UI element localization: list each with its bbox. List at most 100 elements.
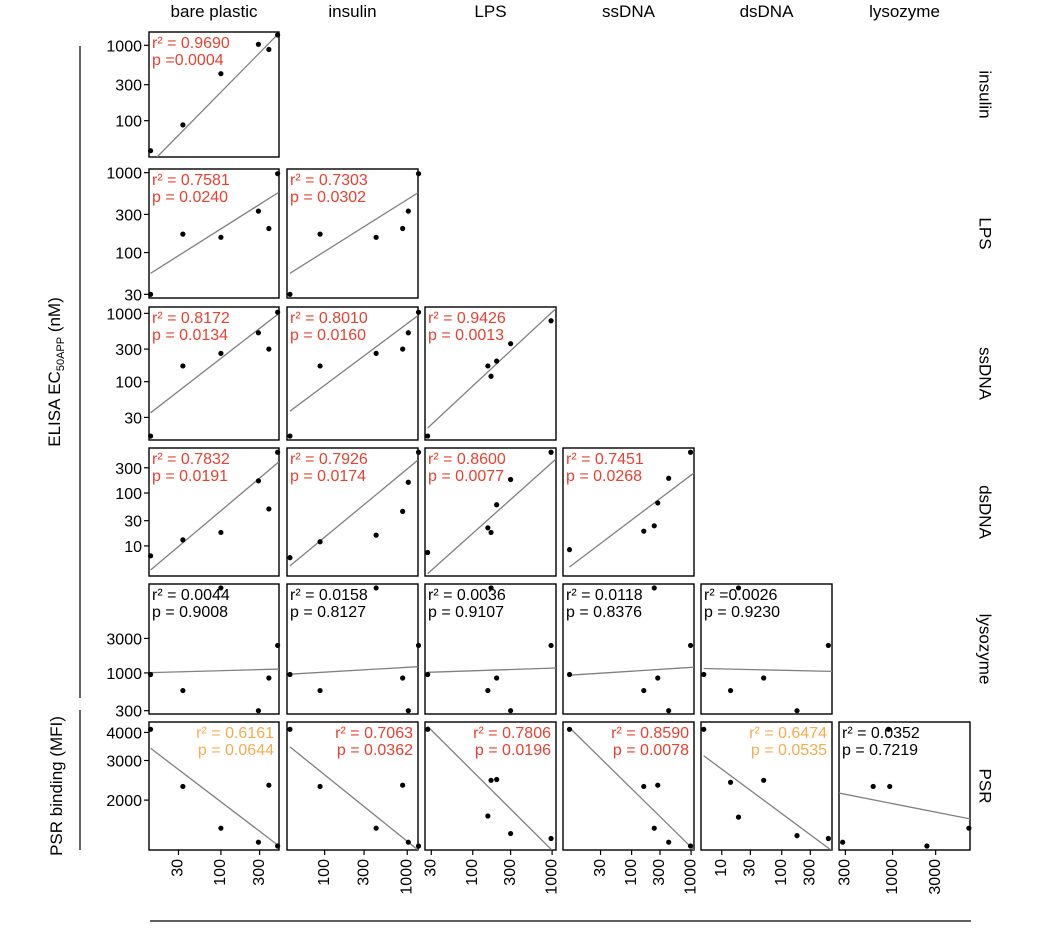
data-point bbox=[317, 363, 323, 369]
data-point bbox=[425, 726, 431, 732]
p-value-label: p = 0.0644 bbox=[198, 742, 274, 759]
x-tick-label: 100 bbox=[623, 859, 640, 886]
data-point bbox=[687, 449, 694, 455]
y-tick-label: 300 bbox=[115, 704, 142, 721]
data-point bbox=[147, 671, 154, 678]
y-tick-label: 1000 bbox=[106, 666, 142, 683]
y-tick-label: 300 bbox=[115, 461, 142, 478]
data-point bbox=[415, 171, 422, 177]
data-point bbox=[287, 291, 293, 297]
data-point bbox=[180, 122, 186, 128]
data-point bbox=[415, 309, 422, 315]
data-point bbox=[727, 779, 734, 785]
panel-frame bbox=[700, 583, 833, 715]
elisa-axis-title: ELISA EC50APP (nM) bbox=[45, 297, 67, 447]
y-tick-label: 300 bbox=[115, 342, 142, 359]
data-point bbox=[255, 208, 262, 214]
data-point bbox=[548, 835, 554, 842]
r2-label: r² = 0.7303 bbox=[290, 172, 368, 189]
p-value-label: p = 0.9008 bbox=[152, 604, 228, 621]
regression-line bbox=[150, 191, 279, 274]
data-point bbox=[147, 148, 154, 154]
row-label-insulin: insulin bbox=[976, 70, 995, 118]
x-tick-label: 30 bbox=[592, 859, 609, 877]
data-point bbox=[488, 373, 494, 379]
y-tick-label: 100 bbox=[115, 246, 142, 263]
y-tick-label: 1000 bbox=[106, 306, 142, 323]
data-point bbox=[425, 549, 431, 556]
y-tick-label: 4000 bbox=[106, 725, 142, 742]
x-tick-label: 300 bbox=[651, 859, 668, 886]
data-point bbox=[735, 585, 742, 591]
data-point bbox=[218, 529, 224, 536]
data-point bbox=[147, 726, 154, 732]
x-tick-label: 1000 bbox=[543, 859, 560, 895]
r2-label: r² = 0.7063 bbox=[335, 725, 413, 742]
r2-label: r² = 0.9690 bbox=[152, 35, 230, 52]
data-point bbox=[425, 671, 431, 678]
data-point bbox=[494, 502, 500, 508]
x-tick-label: 100 bbox=[773, 859, 790, 886]
data-point bbox=[508, 830, 514, 837]
p-value-label: p = 0.0013 bbox=[428, 327, 504, 344]
x-tick-label: 3000 bbox=[927, 859, 944, 895]
data-point bbox=[415, 449, 422, 455]
panel-frame bbox=[562, 583, 695, 715]
data-point bbox=[548, 642, 554, 649]
data-point bbox=[405, 479, 411, 485]
regression-line bbox=[427, 726, 553, 850]
data-point bbox=[655, 500, 661, 506]
r2-label: r² = 0.0352 bbox=[842, 725, 920, 742]
data-point bbox=[566, 547, 573, 553]
p-value-label: p = 0.0077 bbox=[428, 468, 504, 485]
data-point bbox=[266, 506, 272, 512]
y-tick-label: 100 bbox=[115, 486, 142, 503]
p-value-label: p = 0.7219 bbox=[842, 742, 918, 759]
data-point bbox=[548, 449, 554, 455]
x-tick-label: 100 bbox=[316, 859, 333, 886]
regression-line bbox=[569, 472, 694, 568]
data-point bbox=[287, 555, 293, 561]
data-point bbox=[400, 346, 406, 352]
regression-line bbox=[569, 727, 694, 850]
x-tick-label: 1000 bbox=[398, 859, 415, 895]
data-point bbox=[651, 825, 657, 831]
x-tick-label: 300 bbox=[802, 859, 819, 886]
data-point bbox=[405, 708, 411, 714]
data-point bbox=[701, 671, 707, 678]
row-label-ssdna: ssDNA bbox=[976, 347, 995, 401]
data-point bbox=[666, 708, 672, 714]
x-tick-label: 1000 bbox=[682, 859, 699, 895]
x-tick-label: 1000 bbox=[884, 859, 901, 895]
data-point bbox=[415, 642, 422, 649]
p-value-label: p = 0.0535 bbox=[751, 742, 827, 759]
y-tick-label: 1000 bbox=[106, 38, 142, 55]
y-tick-label: 30 bbox=[124, 410, 142, 427]
data-point bbox=[266, 675, 272, 681]
r2-label: r² = 0.0158 bbox=[290, 587, 368, 604]
data-point bbox=[761, 675, 767, 681]
regression-line bbox=[150, 668, 279, 674]
y-tick-label: 3000 bbox=[106, 754, 142, 771]
panel-frame bbox=[148, 31, 280, 158]
r2-label: r² = 0.0118 bbox=[566, 587, 643, 604]
regression-line bbox=[289, 459, 418, 567]
data-point bbox=[218, 350, 224, 356]
col-header-insulin: insulin bbox=[328, 2, 376, 21]
data-point bbox=[287, 671, 293, 678]
r2-label: r² = 0.9426 bbox=[428, 310, 506, 327]
data-point bbox=[735, 814, 742, 820]
x-tick-label: 100 bbox=[212, 859, 229, 886]
data-point bbox=[508, 476, 514, 483]
p-value-label: p = 0.0362 bbox=[337, 742, 413, 759]
r2-label: r² = 0.8600 bbox=[428, 451, 506, 468]
data-point bbox=[655, 675, 661, 681]
